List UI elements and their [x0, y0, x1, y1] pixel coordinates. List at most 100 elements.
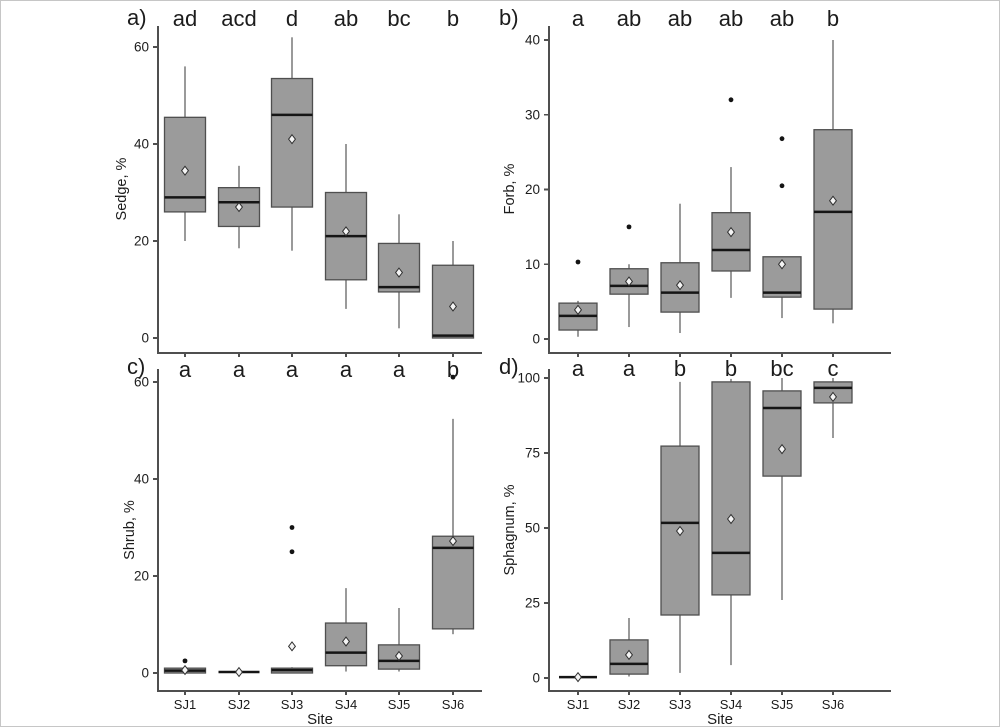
- y-tick-label: 10: [525, 257, 540, 272]
- box-SJ1: [163, 658, 207, 676]
- outlier-dot: [289, 549, 295, 555]
- mean-diamond: [394, 267, 404, 278]
- significance-letter: ab: [719, 6, 743, 31]
- mean-diamond: [777, 259, 787, 270]
- y-tick-label: 40: [525, 33, 540, 48]
- y-tick-label: 0: [141, 666, 149, 681]
- box-SJ2: [217, 165, 261, 249]
- x-tick-label: SJ6: [822, 697, 844, 712]
- mean-diamond: [624, 649, 634, 661]
- box-SJ5: [762, 136, 802, 319]
- x-tick-label: SJ4: [720, 697, 742, 712]
- y-tick-label: 20: [525, 182, 540, 197]
- x-tick-label: SJ3: [669, 697, 691, 712]
- significance-letter: a: [572, 356, 585, 381]
- box-SJ6: [813, 40, 853, 324]
- box-SJ2: [609, 618, 649, 677]
- significance-letter: ad: [173, 6, 197, 31]
- box-SJ1: [163, 66, 207, 241]
- mean-diamond: [448, 301, 458, 312]
- significance-letter: c: [828, 356, 839, 381]
- box-SJ6: [431, 241, 475, 339]
- mean-diamond: [180, 165, 190, 176]
- x-axis-title: Site: [707, 711, 733, 726]
- x-tick-label: SJ2: [618, 697, 640, 712]
- y-axis-title: Forb, %: [502, 164, 518, 215]
- iqr-box: [711, 381, 751, 596]
- y-tick-label: 60: [134, 40, 149, 55]
- panel-label: a): [127, 5, 147, 30]
- mean-diamond: [287, 133, 297, 145]
- mean-diamond: [675, 525, 685, 537]
- x-tick-label: SJ6: [442, 697, 464, 712]
- significance-letter: ab: [617, 6, 641, 31]
- x-tick-label: SJ1: [174, 697, 196, 712]
- y-tick-label: 40: [134, 472, 149, 487]
- panel-b: 0 10 20 30 40 b) Forb, % a ab ab ab ab b: [499, 5, 891, 357]
- y-axis-title: Shrub, %: [122, 500, 138, 560]
- y-tick-label: 30: [525, 107, 540, 122]
- outlier-dot: [626, 224, 632, 230]
- mean-diamond: [394, 650, 404, 662]
- mean-diamond: [341, 226, 351, 237]
- mean-diamond: [287, 641, 297, 652]
- y-tick-label: 0: [532, 332, 540, 347]
- mean-diamond: [726, 226, 736, 238]
- box-SJ6: [431, 374, 475, 635]
- iqr-box: [324, 622, 368, 667]
- iqr-box: [431, 535, 475, 630]
- panel-label: d): [499, 354, 519, 379]
- box-SJ4: [324, 144, 368, 309]
- x-tick-label: SJ1: [567, 697, 589, 712]
- mean-diamond: [180, 664, 190, 676]
- significance-letter: acd: [221, 6, 256, 31]
- box-SJ2: [218, 666, 260, 678]
- box-SJ1: [558, 259, 598, 337]
- box-SJ4: [324, 588, 368, 672]
- mean-diamond: [573, 304, 583, 316]
- panel-a: 0 20 40 60 a) Sedge, % ad acd d ab bc b: [114, 5, 482, 357]
- y-tick-label: 60: [134, 375, 149, 390]
- mean-diamond: [777, 443, 787, 455]
- mean-diamond: [828, 195, 838, 206]
- box-SJ4: [711, 378, 751, 666]
- significance-letter: a: [233, 357, 246, 382]
- x-tick-label: SJ5: [771, 697, 793, 712]
- box-SJ3: [270, 525, 314, 674]
- box-SJ5: [377, 608, 421, 672]
- box-SJ4: [711, 97, 751, 298]
- mean-diamond: [448, 535, 458, 547]
- x-tick-label: SJ3: [281, 697, 303, 712]
- significance-letter: b: [447, 357, 459, 382]
- y-tick-label: 50: [525, 521, 540, 536]
- box-SJ5: [377, 214, 421, 329]
- x-tick-label: SJ5: [388, 697, 410, 712]
- significance-letter: a: [572, 6, 585, 31]
- significance-letter: d: [286, 6, 298, 31]
- y-tick-label: 20: [134, 234, 149, 249]
- significance-letter: a: [286, 357, 299, 382]
- x-tick-label: SJ2: [228, 697, 250, 712]
- x-axis-title: Site: [307, 711, 333, 726]
- y-tick-label: 100: [517, 371, 540, 386]
- panel-d: 0 25 50 75 100 SJ1 SJ2 SJ3 SJ4 SJ5 SJ6 Site d) Sphagn…: [499, 354, 891, 726]
- outlier-dot: [450, 374, 456, 380]
- panel-label: c): [127, 354, 145, 379]
- mean-diamond: [726, 513, 736, 525]
- box-SJ2: [609, 224, 649, 328]
- mean-diamond: [828, 391, 838, 403]
- mean-diamond: [234, 201, 244, 213]
- outlier-dot: [182, 658, 188, 664]
- significance-letter: b: [674, 356, 686, 381]
- significance-letter: a: [623, 356, 636, 381]
- significance-letter: b: [725, 356, 737, 381]
- significance-letter: bc: [387, 6, 410, 31]
- outlier-dot: [779, 183, 785, 189]
- significance-letter: b: [447, 6, 459, 31]
- y-tick-label: 0: [141, 331, 149, 346]
- box-SJ1: [559, 671, 597, 683]
- mean-diamond: [573, 671, 583, 683]
- y-tick-label: 20: [134, 569, 149, 584]
- y-axis-title: Sedge, %: [114, 157, 130, 220]
